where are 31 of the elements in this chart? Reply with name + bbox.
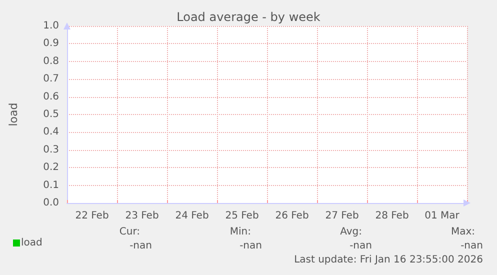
x-tick-label: 25 Feb xyxy=(225,210,259,222)
y-tick-label: 0.5 xyxy=(43,109,59,120)
x-tick-label: 23 Feb xyxy=(125,210,159,222)
chart-title: Load average - by week xyxy=(176,10,320,24)
text: -nan xyxy=(350,240,372,252)
text: Last update: Fri Jan 16 23:55:00 2026 xyxy=(294,254,483,266)
x-tick-label: 28 Feb xyxy=(375,210,409,222)
y-tick-label: 0.7 xyxy=(43,74,59,85)
y-tick-label: 0.2 xyxy=(43,162,59,174)
text: Min: xyxy=(230,226,251,238)
y-tick-label: 0.3 xyxy=(43,144,59,156)
x-tick-label: 27 Feb xyxy=(325,210,359,222)
y-tick-label: 0.0 xyxy=(43,198,59,208)
text: Avg: xyxy=(340,226,362,238)
text: Cur: xyxy=(119,226,140,238)
text: Max: xyxy=(450,226,475,238)
y-tick-label: 0.8 xyxy=(43,56,59,67)
x-tick-label: 24 Feb xyxy=(175,210,209,222)
y-tick-label: 0.1 xyxy=(43,180,59,191)
text: -nan xyxy=(460,240,483,252)
y-tick-label: 0.4 xyxy=(43,126,59,138)
legend-label: load xyxy=(21,238,42,248)
x-tick-label: 01 Mar xyxy=(424,210,460,222)
y-tick-label: 0.6 xyxy=(43,91,59,102)
y-axis-title: load xyxy=(7,102,20,126)
x-tick-label: 22 Feb xyxy=(75,210,109,222)
x-tick-label: 26 Feb xyxy=(275,210,309,222)
text: -nan xyxy=(130,240,152,252)
y-tick-label: 0.9 xyxy=(43,38,59,50)
text: -nan xyxy=(240,240,262,252)
y-tick-label: 1.0 xyxy=(43,20,59,32)
